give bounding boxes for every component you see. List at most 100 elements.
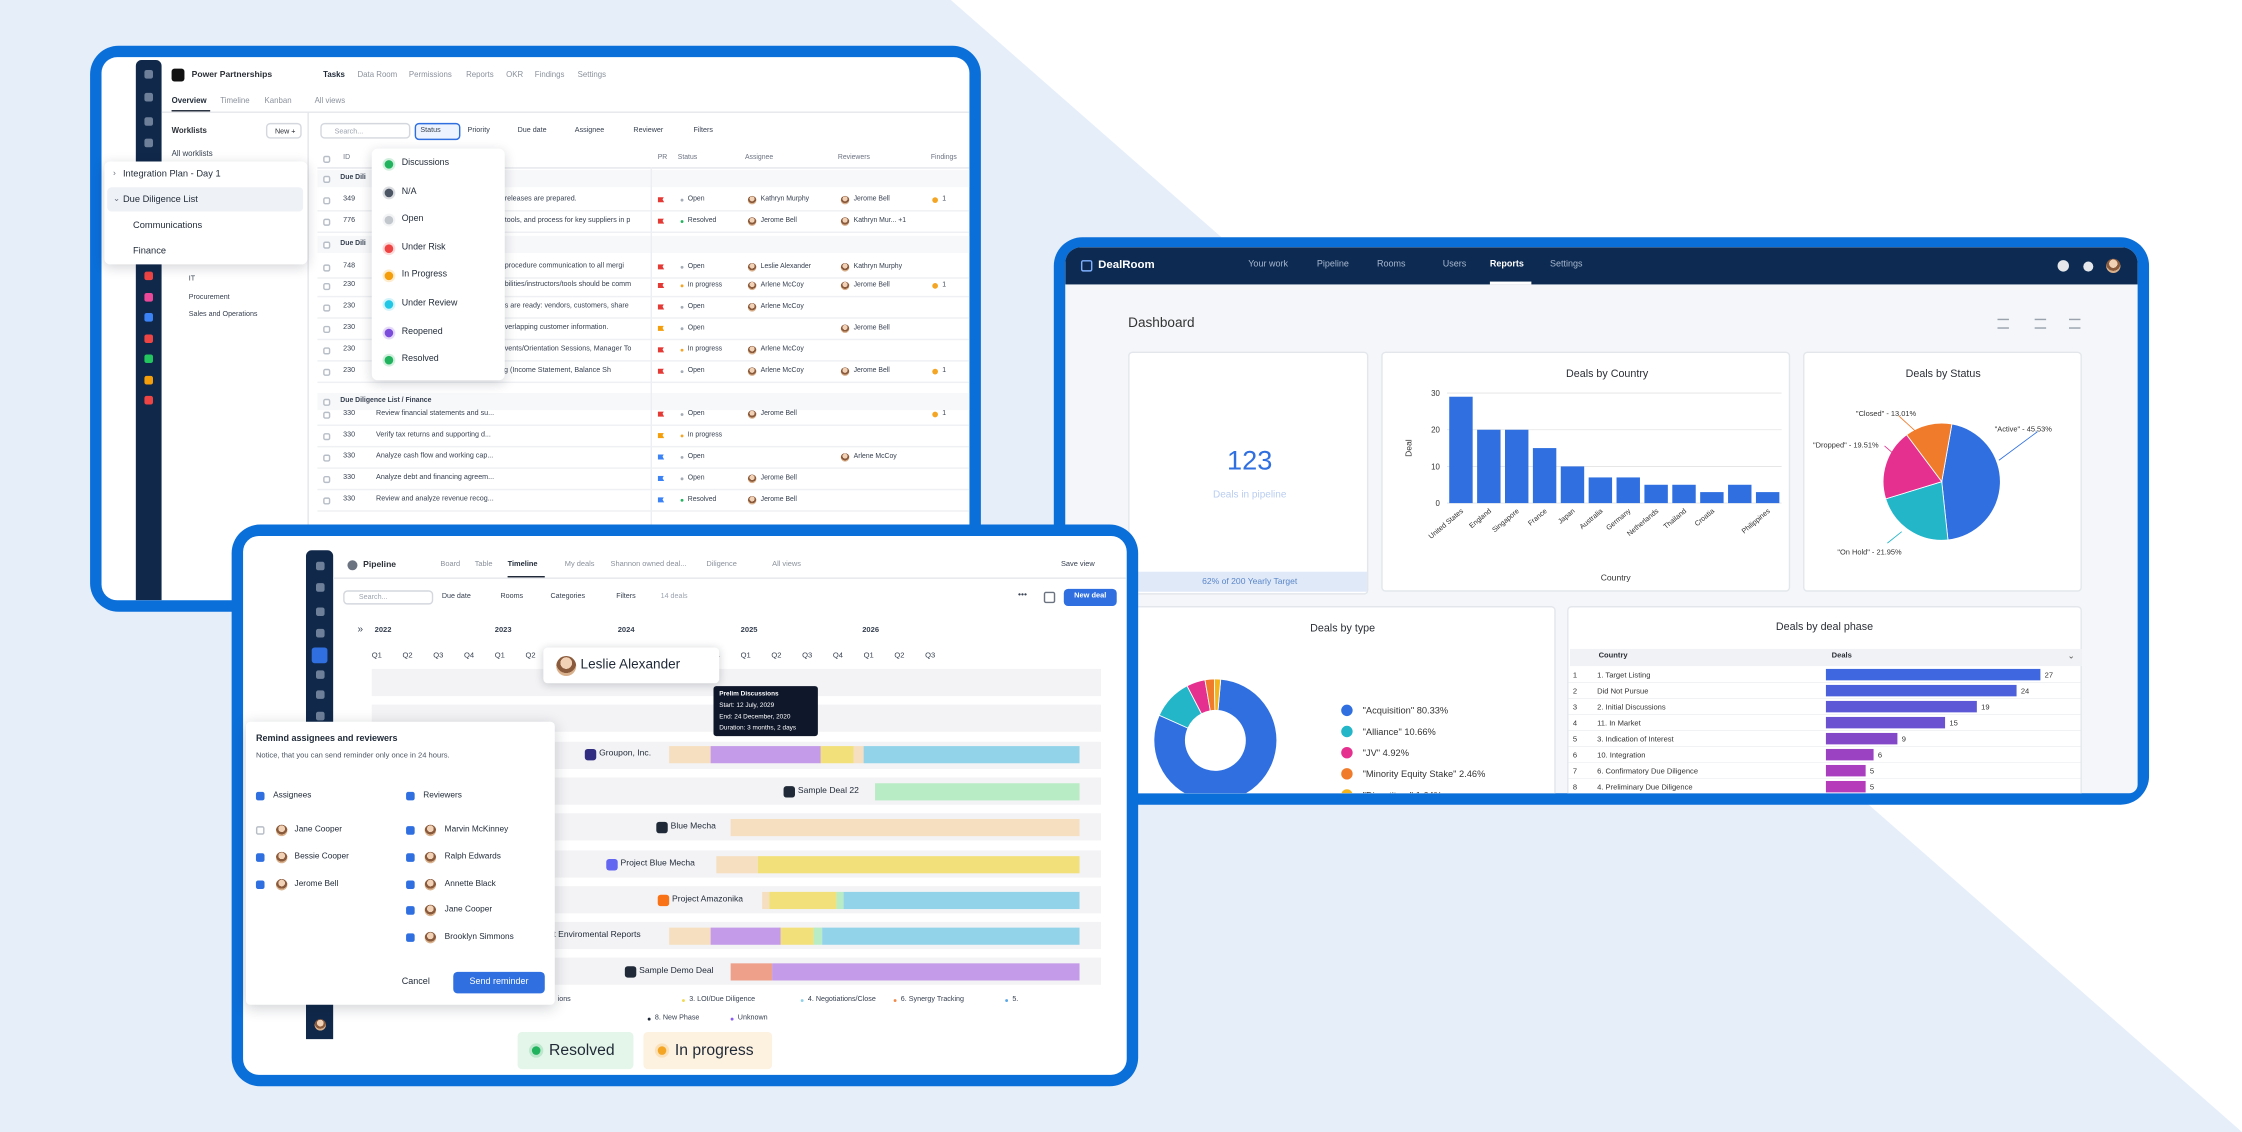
leader-line — [1887, 531, 1902, 544]
filter[interactable]: Due date — [441, 592, 471, 601]
task-reviewer: Jerome Bell — [853, 196, 890, 204]
checkbox[interactable] — [406, 853, 415, 862]
sub-tab[interactable]: Timeline — [220, 96, 250, 106]
checkbox[interactable] — [255, 791, 265, 801]
checkbox[interactable] — [323, 217, 331, 226]
tab[interactable]: All views — [772, 559, 801, 569]
more-button[interactable]: ••• — [1018, 591, 1028, 600]
checkbox[interactable] — [406, 826, 415, 835]
checkbox[interactable] — [323, 325, 331, 333]
nav-item[interactable]: Your work — [1248, 259, 1288, 270]
priority-flag — [657, 496, 665, 503]
filter[interactable]: Due date — [517, 125, 547, 134]
checkbox[interactable] — [406, 906, 415, 916]
sub-tab[interactable]: Kanban — [264, 96, 292, 106]
filter[interactable]: Reviewer — [633, 125, 664, 134]
status-option[interactable]: Resolved — [401, 354, 439, 365]
row-line — [317, 360, 970, 361]
cancel-button[interactable]: Cancel — [401, 976, 430, 987]
task-reviewer: Arlene McCoy — [853, 453, 897, 461]
nav-item[interactable]: Users — [1442, 259, 1467, 270]
checkbox[interactable] — [323, 303, 331, 311]
checkbox[interactable] — [323, 432, 331, 440]
new-deal-button[interactable]: New deal — [1063, 588, 1117, 606]
filter[interactable]: Assignee — [574, 125, 605, 134]
checkbox[interactable] — [323, 263, 331, 271]
status-option[interactable]: Open — [401, 214, 424, 225]
checkbox[interactable] — [406, 879, 415, 889]
tab[interactable]: Timeline — [507, 559, 538, 569]
status-option[interactable]: Under Review — [401, 298, 458, 309]
status-option[interactable]: In Progress — [401, 270, 448, 281]
status-option[interactable]: N/A — [401, 186, 417, 197]
nav-item[interactable]: Pipeline — [1316, 259, 1349, 270]
checkbox[interactable] — [323, 496, 331, 504]
checkbox[interactable] — [323, 282, 331, 290]
checkbox[interactable] — [323, 368, 331, 376]
checkbox[interactable] — [323, 240, 331, 248]
tab[interactable]: Shannon owned deal... — [610, 559, 687, 569]
expand[interactable]: » — [357, 624, 364, 635]
checkbox[interactable] — [406, 933, 415, 943]
checkbox[interactable] — [255, 880, 265, 890]
checkbox[interactable] — [323, 155, 331, 163]
legend-label: "Acquisition" 80.33% — [1363, 706, 1449, 716]
filter[interactable]: Filters — [616, 592, 636, 601]
sub-tab[interactable]: All views — [314, 96, 346, 106]
task-status: Open — [687, 453, 705, 461]
status-option[interactable]: Discussions — [401, 158, 449, 169]
status-dot — [680, 476, 685, 481]
header-line — [333, 577, 1127, 579]
worklist-option[interactable]: Due Diligence List — [122, 194, 198, 205]
status-option[interactable]: Under Risk — [401, 242, 446, 253]
row-phase: 3. Indication of Interest — [1597, 735, 1674, 744]
tab[interactable]: Tasks — [323, 70, 345, 80]
checkbox[interactable] — [323, 196, 331, 204]
status-option[interactable]: Reopened — [401, 326, 443, 337]
checkbox[interactable] — [323, 453, 331, 461]
y-tick-label: 30 — [1431, 389, 1440, 398]
filter[interactable]: Rooms — [500, 592, 524, 601]
worklist-option[interactable]: Integration Plan - Day 1 — [122, 168, 221, 179]
tab[interactable]: Findings — [534, 70, 565, 80]
filter[interactable]: Status — [420, 125, 441, 134]
tab[interactable]: Board — [440, 559, 461, 569]
filter[interactable]: Filters — [693, 125, 713, 134]
checkbox[interactable] — [323, 410, 331, 419]
worklist-option[interactable]: Finance — [132, 245, 167, 256]
tab[interactable]: Diligence — [706, 559, 737, 569]
sub-tab[interactable]: Overview — [171, 96, 207, 106]
checkbox[interactable] — [323, 475, 331, 483]
checkbox[interactable] — [323, 398, 331, 406]
task-id: 230 — [343, 344, 356, 354]
nav-item[interactable]: Rooms — [1376, 259, 1406, 270]
tab[interactable]: OKR — [506, 70, 524, 80]
row-line — [317, 231, 970, 233]
checkbox[interactable] — [406, 791, 415, 801]
filter[interactable]: Priority — [467, 125, 490, 134]
tab[interactable]: Reports — [466, 70, 494, 80]
nav-item[interactable]: Reports — [1489, 259, 1524, 270]
task-assignee: Kathryn Murphy — [760, 196, 810, 204]
tab[interactable]: Settings — [577, 70, 607, 80]
nav-item[interactable]: Settings — [1549, 259, 1583, 270]
tab[interactable]: My deals — [564, 559, 595, 569]
checkbox[interactable] — [323, 175, 331, 183]
task-title: vents/Orientation Sessions, Manager To — [504, 344, 632, 354]
tooltip-line: End: 24 December, 2020 — [719, 712, 791, 720]
status-dot — [680, 283, 685, 288]
save-view[interactable]: Save view — [1060, 559, 1095, 569]
tab[interactable]: Table — [474, 559, 493, 569]
row-phase: 10. Integration — [1597, 751, 1645, 760]
worklist-option[interactable]: Communications — [132, 220, 203, 231]
tab[interactable]: Permissions — [408, 70, 452, 80]
new-button[interactable]: New + — [265, 122, 302, 139]
deal-name: Project Amazonika — [672, 895, 744, 905]
checkbox[interactable] — [255, 826, 265, 835]
send-button[interactable]: Send reminder — [453, 971, 545, 994]
filter[interactable]: Categories — [550, 592, 586, 601]
checkbox[interactable] — [255, 853, 265, 862]
tab[interactable]: Data Room — [357, 70, 398, 80]
checkbox[interactable] — [323, 346, 331, 354]
status-option-dot — [383, 244, 393, 253]
